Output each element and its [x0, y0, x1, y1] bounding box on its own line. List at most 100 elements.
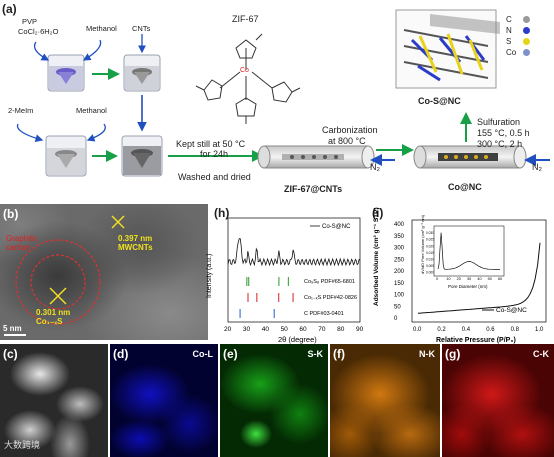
inset-y-tick-label: 0.020: [426, 244, 434, 248]
bet-y-tick-label: 150: [394, 281, 405, 287]
bet-x-tick-label: 0.0: [413, 327, 422, 333]
inset-xlabel: Pore Diameter (nm): [448, 284, 488, 289]
legend-item-n: N: [506, 25, 550, 36]
n-map-texture: [330, 344, 440, 457]
panel-i-label: (i): [372, 206, 384, 220]
sulfuration-text: Sulfuration: [477, 117, 521, 127]
sem-texture: [0, 344, 108, 457]
pdf1-label: Co₉S₈ PDF#65-6801: [304, 279, 355, 285]
panel-b-label: (b): [3, 207, 19, 221]
inset-pore-line: [437, 232, 500, 270]
inset-ticks: 0 10 20 30 40 50 60 0.000 0.005 0.010 0.015 0.020 0.…: [426, 231, 502, 281]
s-k-label: S-K: [307, 349, 324, 359]
bet-x-tick-label: 0.6: [486, 327, 495, 333]
bet-ylabel: Adsorbed Volume (cm³ g⁻¹ STP): [373, 207, 380, 306]
inset-y-tick-label: 0.025: [426, 238, 434, 242]
s-map-texture: [220, 344, 328, 457]
beaker-3: [45, 135, 87, 177]
scale-bar-label: 5 nm: [3, 324, 22, 333]
bet-x-tick-label: 0.4: [462, 327, 471, 333]
xrd-xlabel: 2θ (degree): [278, 335, 317, 344]
c-map-texture: [442, 344, 554, 457]
cnts-text: CNTs: [132, 24, 151, 33]
inset-y-tick-label: 0.030: [426, 231, 434, 235]
pvp-text: PVP: [22, 17, 38, 26]
inset-y-tick-label: 0.000: [426, 271, 434, 275]
inset-y-tick-label: 0.005: [426, 264, 434, 268]
panel-d-label: (d): [113, 347, 129, 361]
cosnc-label: Co-S@NC: [418, 96, 461, 106]
legend-dot-n: [523, 27, 530, 34]
cond1-text: 155 °C, 0.5 h: [477, 128, 530, 138]
bet-x-tick-label: 0.8: [511, 327, 520, 333]
panel-f-n-map: (f) N-K: [330, 344, 440, 457]
bet-xlabel: Relative Pressure (P/P₀): [436, 337, 516, 344]
beaker-1: [47, 54, 85, 92]
bet-frame: [411, 219, 547, 323]
c-k-label: C-K: [533, 349, 549, 359]
xrd-tick-label: 30: [243, 326, 251, 333]
beaker-4: [121, 135, 163, 177]
panel-c-sem-image: (c): [0, 344, 108, 457]
bet-x-tick-label: 1.0: [535, 327, 544, 333]
d-spacing-mwcnts: 0.397 nm MWCNTs: [118, 234, 153, 252]
xrd-tick-label: 90: [356, 326, 364, 333]
zif67-molecule: [195, 33, 301, 124]
pdf2-label: Co₁₋ₓS PDF#42-0826: [304, 295, 357, 301]
bet-isotherm-line: [417, 242, 541, 314]
co-map-texture: [110, 344, 218, 457]
inset-x-tick-label: 10: [446, 277, 450, 281]
xrd-ylabel: Intensity (a.u.): [206, 254, 213, 298]
methanol-top-text: Methanol: [86, 24, 117, 33]
inset-x-tick-label: 20: [457, 277, 461, 281]
bet-x-tick-label: 0.2: [437, 327, 446, 333]
legend-item-s: S: [506, 36, 550, 47]
inset-ylabel: dV/dD Pore Volume (cm³ g⁻¹ nm): [420, 214, 425, 274]
xrd-reference-sticks: [239, 277, 294, 318]
crystal-structure: [395, 9, 500, 89]
zif67-title: ZIF-67: [232, 14, 259, 24]
inset-x-tick-label: 40: [477, 277, 481, 281]
bet-y-tick-label: 0: [394, 316, 398, 322]
cond2-text: 300 °C, 2 h: [477, 139, 523, 149]
xrd-tick-label: 60: [299, 326, 307, 333]
panel-g-label: (g): [445, 347, 461, 361]
bet-y-tick-label: 300: [394, 246, 405, 252]
inset-x-tick-label: 30: [467, 277, 471, 281]
panel-h-label: (h): [214, 206, 230, 220]
legend-dot-c: [523, 16, 530, 23]
panel-b-tem-image: (b) Graphitic carbon 0.397 nm MWCNTs 0.3…: [0, 204, 208, 340]
bet-y-tick-label: 350: [394, 234, 405, 240]
bet-y-tick-label: 250: [394, 257, 405, 263]
bet-y-tick-label: 100: [394, 293, 405, 299]
tube-co-nc: [413, 145, 527, 169]
legend-item-c: C: [506, 14, 550, 25]
at-800-text: at 800 °C: [328, 136, 366, 146]
panel-a-schematic: [16, 9, 550, 177]
xrd-tick-label: 20: [224, 326, 232, 333]
panel-c-label: (c): [3, 347, 18, 361]
xrd-tick-label: 80: [337, 326, 345, 333]
carbonization-text: Carbonization: [322, 125, 378, 135]
pdf3-label: C PDF#03-0401: [304, 311, 344, 317]
panel-g-c-map: (g) C-K: [442, 344, 554, 457]
panel-f-label: (f): [333, 347, 345, 361]
panel-e-s-map: (e) S-K: [220, 344, 328, 457]
panel-d-co-map: (d) Co-L: [110, 344, 218, 457]
washed-dried-text: Washed and dried: [178, 172, 251, 182]
zif-cnts-label: ZIF-67@CNTs: [284, 184, 343, 194]
beaker-2: [123, 54, 161, 92]
legend-dot-s: [523, 38, 530, 45]
d-spacing-co1xs: 0.301 nm Co₁₋ₓS: [36, 308, 71, 326]
bet-y-tick-label: 400: [394, 222, 405, 228]
xrd-legend: Co-S@NC: [322, 224, 351, 230]
kept-still-text: Kept still at 50 °C: [176, 139, 246, 149]
inset-x-tick-label: 50: [488, 277, 492, 281]
atom-legend: C N S Co: [506, 14, 550, 58]
graphitic-carbon-label: Graphitic carbon: [6, 234, 39, 252]
inset-frame: [433, 225, 505, 277]
bet-legend: Co-S@NC: [496, 307, 527, 314]
xrd-x-ticks: 20 30 40 50 60 70 80 90: [224, 326, 364, 333]
watermark: 大数跨境: [4, 440, 41, 450]
